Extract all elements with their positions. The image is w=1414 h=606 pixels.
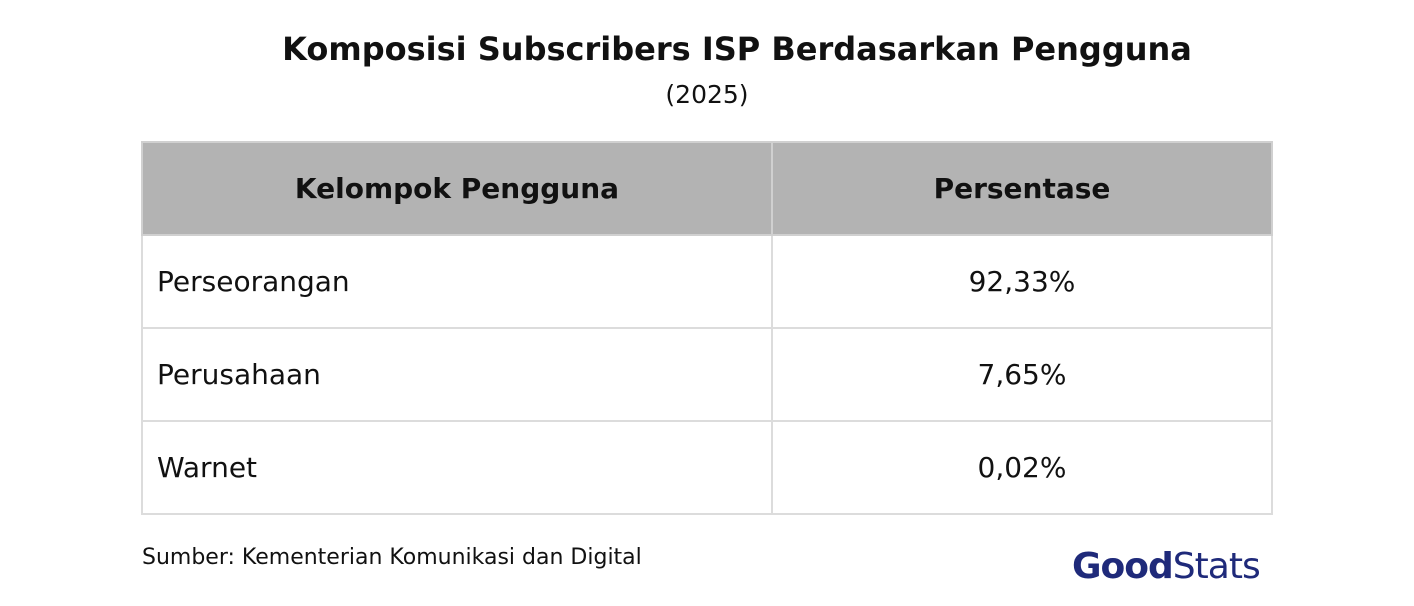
table-cell: 92,33% — [771, 234, 1273, 329]
title: Komposisi Subscribers ISP Berdasarkan Pe… — [282, 30, 1192, 68]
table-row: Perseorangan 92,33% — [141, 234, 1273, 329]
subtitle: (2025) — [665, 80, 749, 109]
logo: GoodStats — [1072, 546, 1261, 587]
table-head: Kelompok Pengguna Persentase — [141, 141, 1273, 236]
column-header: Kelompok Pengguna — [141, 141, 773, 236]
table-body: Perseorangan 92,33% Perusahaan 7,65% Warnet 0… — [141, 234, 1273, 515]
source: Sumber: Kementerian Komunikasi dan Digit… — [142, 545, 642, 570]
data-table: Kelompok Pengguna Persentase Perseorangan… — [141, 141, 1273, 515]
table-row: Warnet 0,02% — [141, 420, 1273, 515]
table-cell: Perseorangan — [141, 234, 773, 329]
logo-part: Stats — [1172, 546, 1261, 587]
table-cell: 7,65% — [771, 327, 1273, 422]
column-header: Persentase — [771, 141, 1273, 236]
table-row: Perusahaan 7,65% — [141, 327, 1273, 422]
header-row: Kelompok Pengguna Persentase — [141, 141, 1273, 236]
table-cell: Perusahaan — [141, 327, 773, 422]
logo-part: Good — [1072, 546, 1174, 587]
table-cell: Warnet — [141, 420, 773, 515]
table-cell: 0,02% — [771, 420, 1273, 515]
